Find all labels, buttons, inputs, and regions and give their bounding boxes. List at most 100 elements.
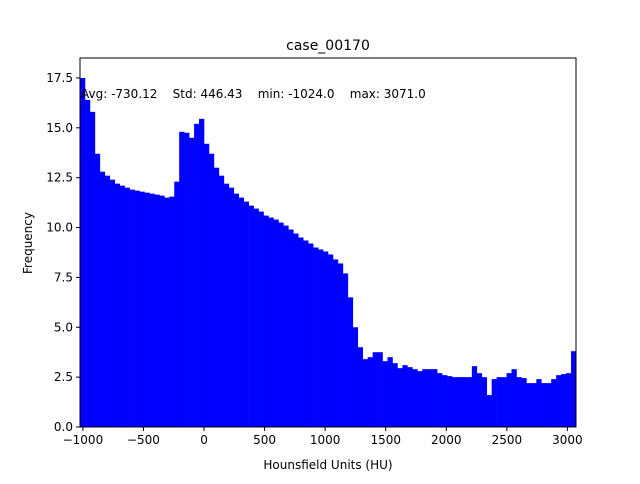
histogram-bar	[511, 369, 517, 427]
histogram-bar	[124, 187, 130, 427]
x-tick-label: 1500	[370, 433, 401, 447]
histogram-bar	[149, 193, 155, 427]
y-tick-label: 5.0	[54, 320, 73, 334]
histogram-bar	[456, 377, 463, 427]
histogram-bar	[437, 373, 443, 427]
y-tick-label: 2.5	[54, 370, 73, 384]
histogram-bar	[546, 383, 552, 427]
x-tick-label: 500	[253, 433, 276, 447]
histogram-bars	[80, 77, 577, 428]
y-axis-ticks: 0.0 2.5 5.0 7.5 10.0 12.5 15.0 17.5	[46, 71, 80, 434]
histogram-bar	[422, 369, 428, 427]
stats-annotation: Avg: -730.12 Std: 446.43 min: -1024.0 ma…	[81, 87, 426, 101]
histogram-bar	[144, 192, 150, 427]
histogram-bar	[89, 111, 96, 427]
histogram-bar	[397, 368, 403, 427]
histogram-bar	[526, 383, 532, 427]
x-axis-label: Hounsfield Units (HU)	[263, 458, 392, 472]
plot-frame	[79, 57, 577, 428]
y-tick-label: 7.5	[54, 270, 73, 284]
histogram-bar	[129, 189, 135, 427]
histogram-bar	[566, 373, 572, 427]
histogram-bar	[561, 374, 567, 427]
x-tick-label: 3000	[552, 433, 583, 447]
histogram-bar	[233, 193, 240, 427]
x-tick-label: 1000	[310, 433, 341, 447]
histogram-bar	[208, 153, 215, 427]
histogram-bar	[471, 366, 478, 427]
histogram-bar	[263, 215, 269, 427]
y-tick-label: 0.0	[54, 420, 73, 434]
histogram-bar	[407, 367, 413, 427]
histogram-bar	[328, 254, 334, 427]
histogram-bar	[169, 196, 175, 427]
histogram-bar	[199, 118, 205, 427]
histogram-bar	[104, 175, 111, 427]
histogram-bar	[80, 77, 86, 427]
histogram-bar	[164, 197, 170, 427]
histogram-bar	[347, 297, 354, 427]
histogram-bar	[387, 357, 393, 427]
histogram-bar	[189, 137, 195, 427]
x-tick-label: −500	[127, 433, 160, 447]
x-tick-label: 2000	[431, 433, 462, 447]
histogram-bar	[427, 369, 433, 427]
histogram-bar	[109, 179, 116, 427]
histogram-bar	[377, 352, 383, 427]
histogram-bar	[536, 379, 542, 427]
histogram-bar	[521, 378, 527, 427]
histogram-bar	[293, 233, 299, 427]
histogram-bar	[506, 373, 512, 427]
histogram-bar	[273, 219, 279, 427]
histogram-bar	[154, 194, 160, 427]
histogram-bar	[452, 377, 458, 427]
y-tick-label: 10.0	[46, 221, 73, 235]
x-tick-label: 0	[200, 433, 208, 447]
histogram-bar	[308, 243, 314, 427]
histogram-bar	[179, 131, 185, 428]
histogram-bar	[243, 201, 249, 427]
histogram-bar	[402, 365, 408, 427]
histogram-bar	[332, 259, 339, 427]
histogram-bar	[94, 153, 101, 427]
histogram-bar	[298, 237, 304, 427]
histogram-bar	[412, 369, 418, 427]
x-tick-label: 2500	[492, 433, 523, 447]
histogram-bar	[278, 222, 284, 427]
histogram-bar	[551, 379, 557, 427]
x-axis-ticks: −1000 −500 0 500 1000 1500 2000 2500 3000	[63, 427, 583, 447]
histogram-bar	[238, 197, 244, 427]
histogram-bar	[357, 347, 364, 427]
histogram-bar	[496, 377, 502, 427]
histogram-bar	[159, 195, 165, 427]
histogram-bar	[516, 377, 522, 427]
histogram-bar	[382, 361, 388, 427]
histogram-bar	[442, 375, 448, 427]
histogram-bar	[134, 190, 140, 427]
y-tick-label: 15.0	[46, 121, 73, 135]
histogram-bar	[417, 371, 423, 427]
histogram-bar	[213, 167, 220, 427]
histogram-bar	[303, 240, 309, 427]
histogram-bar	[323, 251, 329, 427]
histogram-bar	[501, 377, 507, 427]
histogram-bar	[491, 379, 497, 427]
histogram-bar	[342, 273, 349, 427]
histogram-bar	[174, 181, 180, 427]
histogram-bar	[194, 123, 200, 427]
histogram-bar	[476, 373, 483, 427]
histogram-bar	[367, 357, 373, 427]
y-tick-label: 17.5	[46, 71, 73, 85]
histogram-bar	[337, 263, 344, 427]
histogram-bar	[248, 205, 254, 427]
x-tick-label: −1000	[63, 433, 104, 447]
histogram-bar	[223, 183, 230, 427]
histogram-bar	[114, 183, 120, 427]
histogram-bar	[99, 171, 106, 427]
histogram-bar	[318, 249, 324, 427]
histogram-bar	[288, 229, 294, 427]
histogram-bar	[372, 352, 378, 427]
y-axis-label: Frequency	[21, 212, 35, 274]
histogram-bar	[268, 217, 274, 427]
histogram-bar	[466, 377, 473, 427]
